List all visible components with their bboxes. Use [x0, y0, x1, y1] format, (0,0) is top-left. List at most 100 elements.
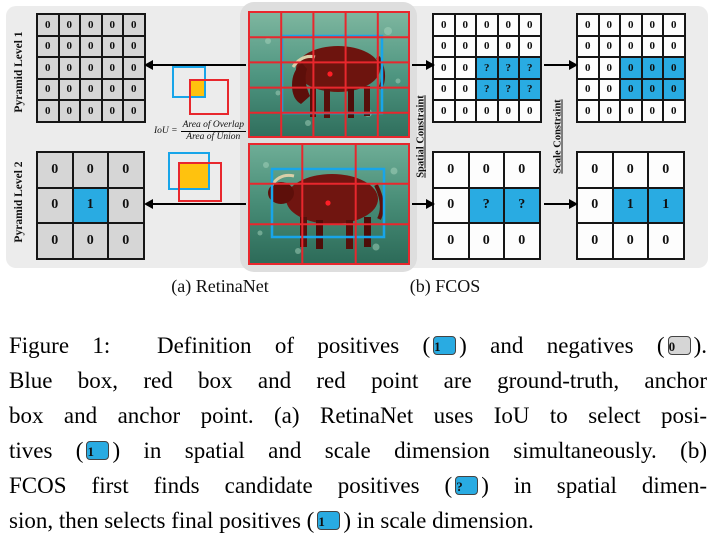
grid-cell-0: 0	[124, 15, 144, 35]
grid-cell-0: 0	[434, 79, 454, 99]
grid-cell-0: 0	[520, 15, 540, 35]
grid-cell-0: 0	[124, 101, 144, 121]
grid-cell-0: 0	[81, 36, 101, 56]
grid-cell-0: 0	[124, 58, 144, 78]
anchor-grid-5x5	[248, 11, 410, 138]
caption-line: FCOS first finds candidate positives (?)…	[9, 473, 707, 498]
grid-cell-0: 0	[642, 101, 662, 121]
inline-positive-badge: 1	[433, 336, 457, 355]
grid-cell-1: 1	[73, 188, 107, 222]
grid-cell-0: 0	[520, 36, 540, 56]
grid-cell-0: 0	[599, 15, 619, 35]
grid-cell-0: 0	[59, 58, 79, 78]
grid-cell-0: 0	[664, 58, 684, 78]
ground-truth-box-icon	[168, 152, 210, 190]
grid-cell-0: 0	[109, 153, 143, 187]
spatial-constraint-label: Spatial Constraint	[415, 95, 427, 178]
grid-cell-0: 0	[81, 79, 101, 99]
grid-cell-0: 0	[434, 153, 468, 187]
anchor-grid-3x3	[248, 143, 410, 265]
caption-line: sion, then selects final positives (1) i…	[9, 508, 534, 533]
cow-photo-level2	[248, 143, 410, 265]
grid-cell-0: 0	[455, 101, 475, 121]
arrow-photo-to-fcos-l1	[412, 60, 435, 70]
grid-cell-0: 0	[469, 153, 503, 187]
anchor-box-icon	[178, 162, 222, 202]
grid-cell-0: 0	[642, 58, 662, 78]
anchor-point	[325, 200, 331, 206]
grid-cell-0: 0	[498, 101, 518, 121]
grid-cell-0: 0	[38, 101, 58, 121]
grid-cell-0: 0	[621, 79, 641, 99]
anchor-point	[327, 71, 333, 77]
grid-cell-0: 0	[102, 101, 122, 121]
caption-line: Blue box, red box and red point are grou…	[9, 368, 707, 393]
grid-cell-0: 0	[664, 79, 684, 99]
inline-positive-badge: 1	[86, 441, 110, 460]
grid-cell-0: 0	[38, 224, 72, 258]
grid-cell-0: 0	[621, 36, 641, 56]
grid-cell-0: 0	[520, 101, 540, 121]
grid-cell-0: 0	[124, 79, 144, 99]
grid-cell-0: 0	[621, 15, 641, 35]
grid-cell-0: 0	[59, 79, 79, 99]
grid-cell-0: 0	[38, 79, 58, 99]
overlap-area-fill	[178, 162, 210, 190]
grid-cell-candidate: ?	[469, 188, 503, 222]
caption-line: Figure 1: Definition of positives (1) an…	[9, 333, 707, 358]
iou-fraction: Area of Overlap Area of Union	[180, 120, 246, 143]
subcaption-fcos: (b) FCOS	[409, 276, 481, 296]
grid-cell-0: 0	[599, 79, 619, 99]
grid-cell-0: 0	[469, 224, 503, 258]
grid-fcos-level1-spatial: 0 0 0 0 0 0 0 0 0 0 0 0??? 0 0??? 0 0 0 0 0	[432, 13, 542, 123]
grid-cell-0: 0	[578, 79, 598, 99]
grid-cell-0: 0	[38, 15, 58, 35]
grid-cell-0: 0	[578, 15, 598, 35]
arrow-photo-to-retina-l2	[144, 199, 246, 209]
grid-cell-0: 0	[477, 101, 497, 121]
grass-speckles	[257, 162, 398, 254]
grid-cell-0: 0	[434, 58, 454, 78]
grid-cell-0: 0	[578, 36, 598, 56]
subcaption-retinanet: (a) RetinaNet	[171, 276, 269, 296]
grid-cell-0: 0	[434, 36, 454, 56]
grid-cell-0: 0	[59, 15, 79, 35]
caption-line: box and anchor point. (a) RetinaNet uses…	[9, 403, 707, 428]
grid-cell-0: 0	[38, 36, 58, 56]
grid-cell-0: 0	[649, 224, 683, 258]
grid-cell-0: 0	[613, 153, 647, 187]
grid-cell-0: 0	[81, 101, 101, 121]
grid-cell-candidate: ?	[520, 58, 540, 78]
grid-cell-0: 0	[578, 224, 612, 258]
grid-cell-0: 0	[664, 15, 684, 35]
grid-cell-0: 0	[578, 101, 598, 121]
grid-cell-candidate: ?	[505, 188, 539, 222]
arrow-photo-to-retina-l1	[144, 60, 246, 70]
arrow-fcos-l2-scale-constraint	[544, 199, 578, 209]
caption-line: tives (1) in spatial and scale dimension…	[9, 438, 707, 463]
grid-cell-0: 0	[102, 58, 122, 78]
grid-cell-0: 0	[124, 36, 144, 56]
grid-cell-candidate: ?	[520, 79, 540, 99]
grid-cell-0: 0	[73, 153, 107, 187]
scale-constraint-label: Scale Constraint	[552, 99, 564, 174]
grid-cell-0: 0	[477, 15, 497, 35]
grid-cell-0: 0	[38, 188, 72, 222]
grid-cell-0: 0	[642, 79, 662, 99]
grid-cell-0: 0	[434, 188, 468, 222]
grid-cell-candidate: ?	[498, 58, 518, 78]
iou-overlap-icon-level1	[172, 66, 238, 120]
grid-cell-0: 0	[599, 101, 619, 121]
grid-cell-0: 0	[477, 36, 497, 56]
cow-photo-level1	[248, 11, 410, 138]
figure-caption: Figure 1: Definition of positives (1) an…	[9, 328, 707, 538]
iou-lhs: IoU =	[154, 126, 178, 137]
grid-cell-1: 1	[649, 188, 683, 222]
grid-cell-0: 0	[599, 58, 619, 78]
iou-numerator: Area of Overlap	[180, 120, 246, 132]
grid-cell-0: 0	[578, 58, 598, 78]
